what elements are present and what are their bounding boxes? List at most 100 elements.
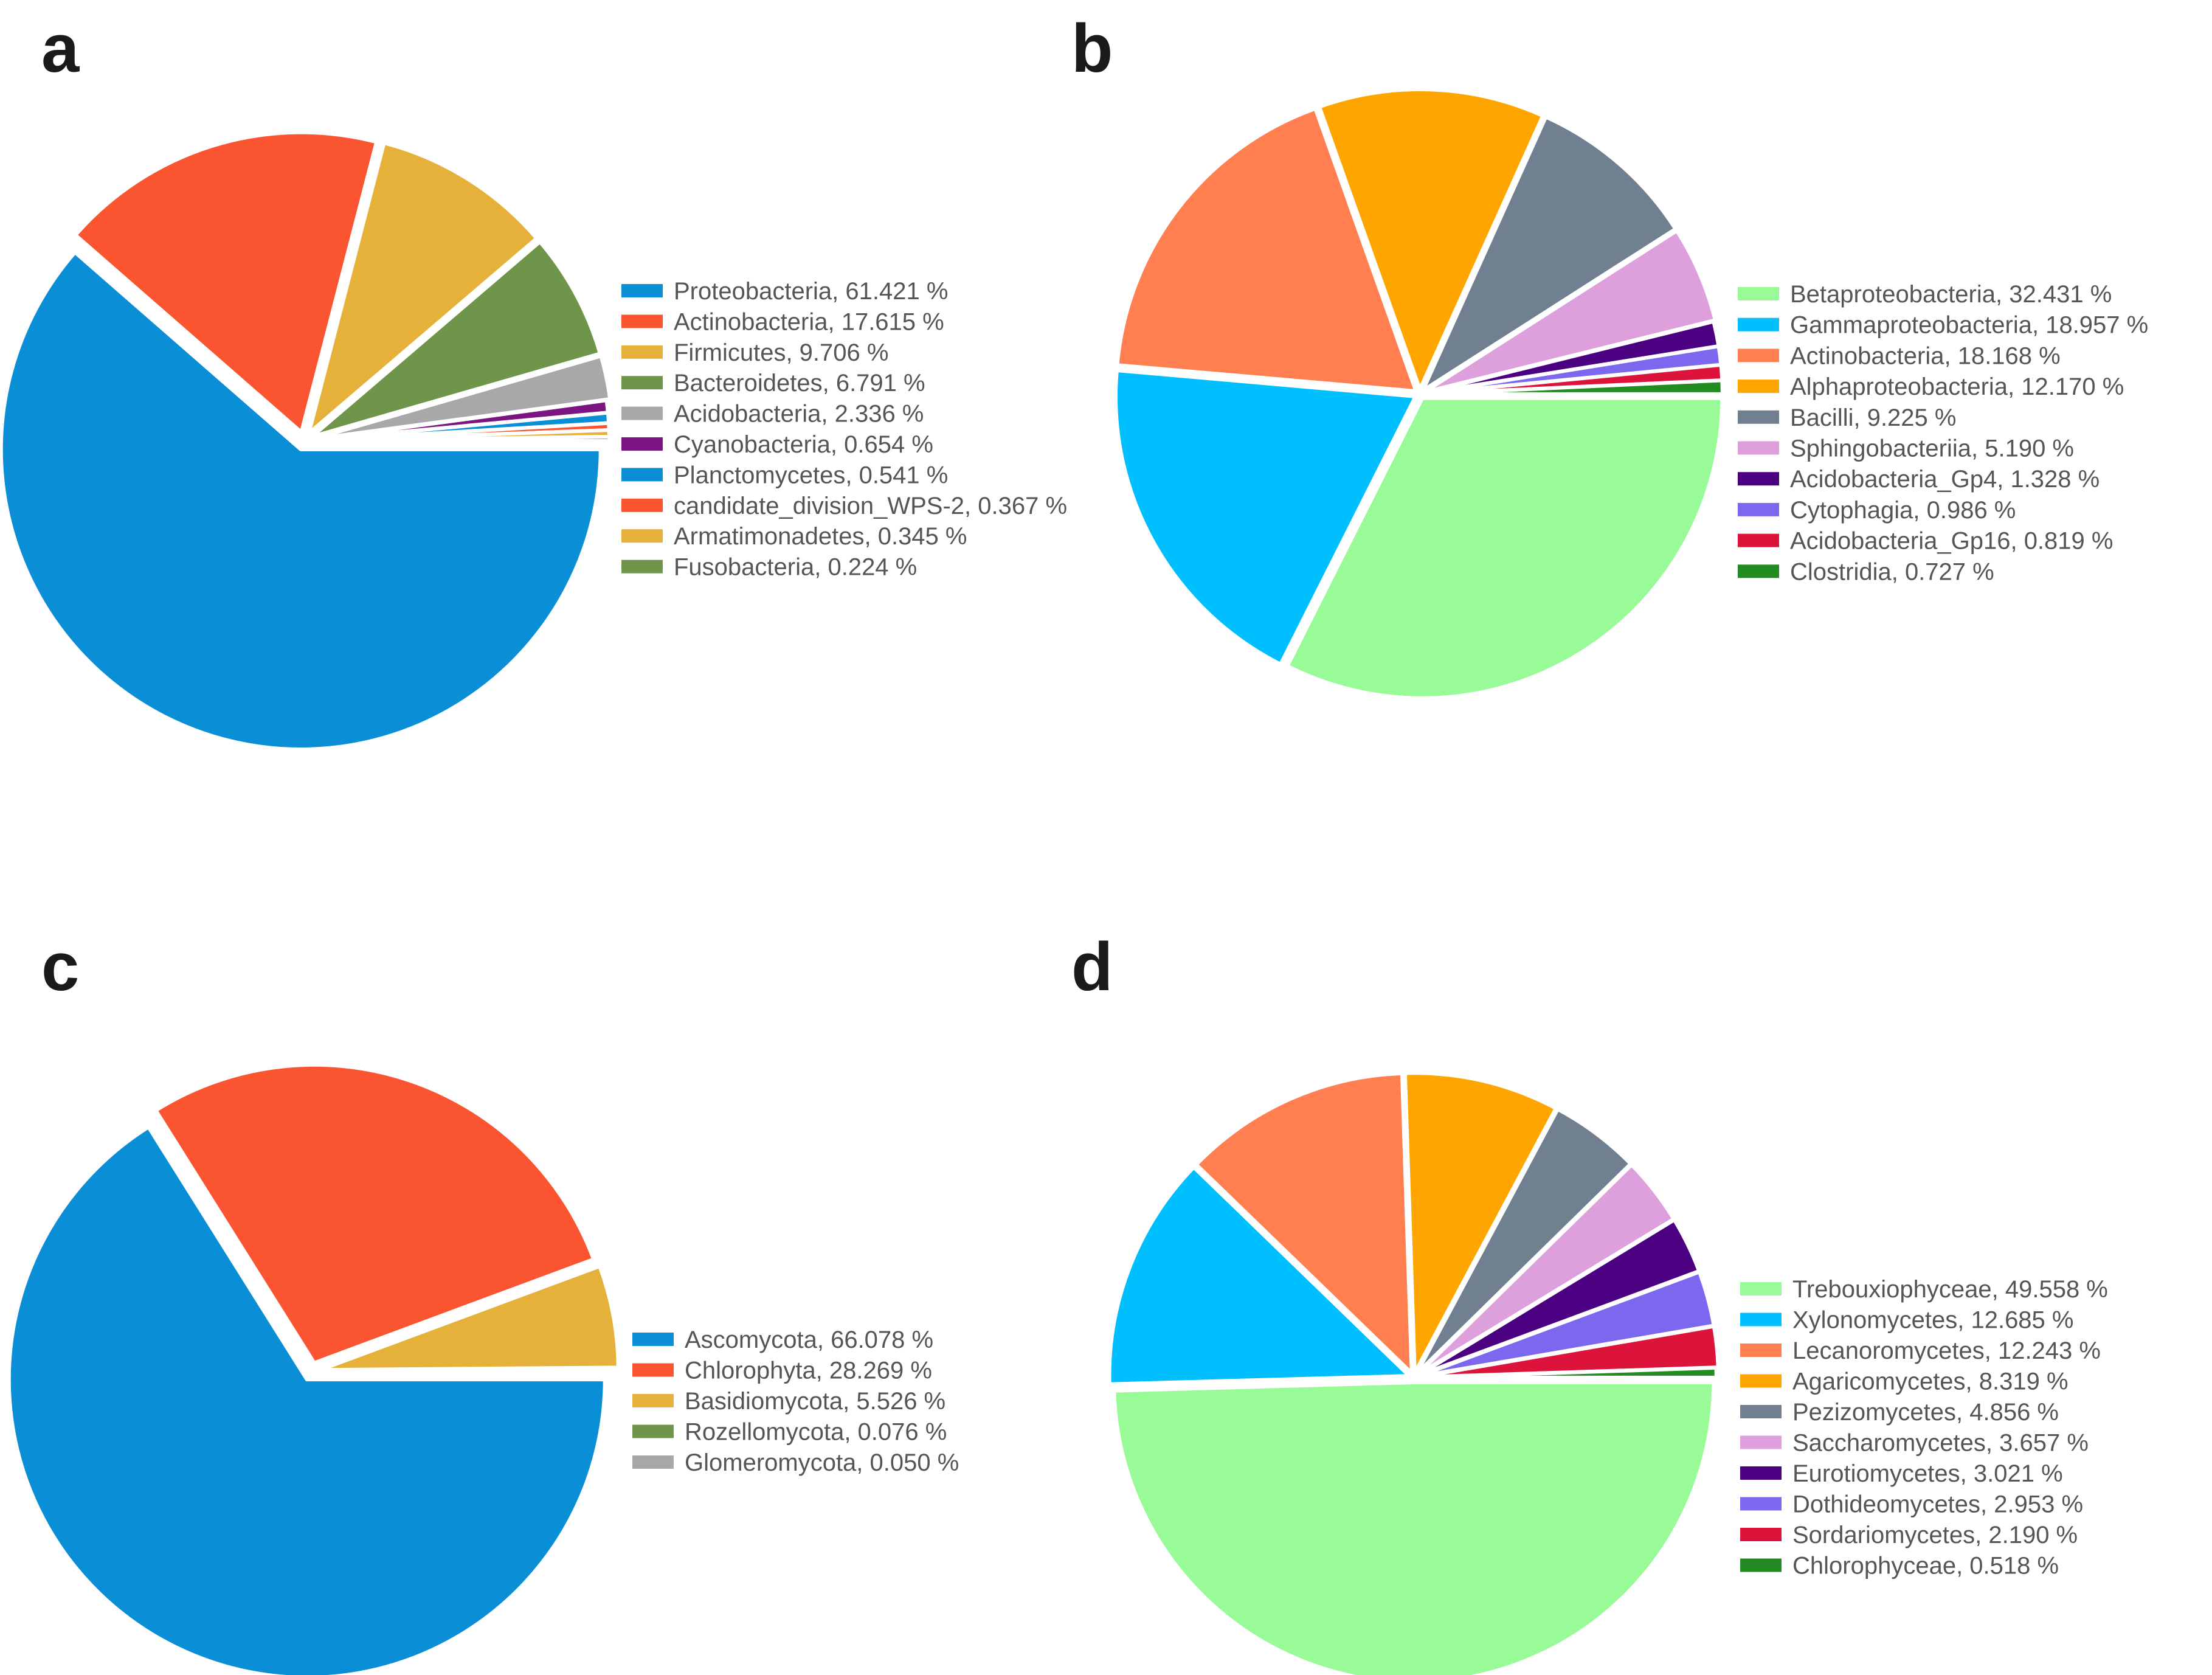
- legend-label-c-0: Ascomycota, 66.078 %: [685, 1326, 933, 1353]
- legend-label-d-0: Trebouxiophyceae, 49.558 %: [1792, 1276, 2108, 1303]
- pie-slice-a-9: [308, 434, 611, 443]
- legend-label-d-7: Dothideomycetes, 2.953 %: [1792, 1491, 2083, 1518]
- legend-swatch-d-6: [1740, 1466, 1782, 1480]
- pie-slice-d-9: [1414, 1365, 1718, 1379]
- pie-chart-b: b Betaproteobacteria, 32.431 % Gammaproteo…: [1071, 10, 2148, 700]
- legend-d: Trebouxiophyceae, 49.558 % Xylonomycetes,…: [1740, 1276, 2108, 1580]
- legend-swatch-a-9: [621, 560, 663, 574]
- legend-label-a-6: Planctomycetes, 0.541 %: [674, 462, 948, 488]
- pie-slice-a-0: [0, 250, 603, 752]
- legend-swatch-b-2: [1738, 349, 1779, 362]
- legend-swatch-b-3: [1738, 380, 1779, 394]
- legend-label-d-1: Xylonomycetes, 12.685 %: [1792, 1307, 2073, 1334]
- legend-label-b-9: Clostridia, 0.727 %: [1790, 558, 1994, 585]
- legend-label-a-7: candidate_division_WPS-2, 0.367 %: [674, 493, 1067, 519]
- legend-label-a-9: Fusobacteria, 0.224 %: [674, 554, 917, 581]
- panel-letter-a: a: [41, 10, 80, 86]
- legend-swatch-d-3: [1740, 1374, 1782, 1388]
- pie-slice-a-3: [310, 240, 602, 439]
- legend-swatch-d-0: [1740, 1282, 1782, 1295]
- pie-slice-d-0: [1112, 1381, 1716, 1675]
- legend-swatch-d-1: [1740, 1313, 1782, 1326]
- legend-swatch-d-9: [1740, 1558, 1782, 1572]
- legend-swatch-a-1: [621, 314, 663, 328]
- panel-letter-c: c: [41, 929, 79, 1005]
- pie-slice-d-8: [1416, 1324, 1720, 1379]
- legend-label-a-4: Acidobacteria, 2.336 %: [674, 401, 924, 428]
- legend-label-d-8: Sordariomycetes, 2.190 %: [1792, 1522, 2078, 1548]
- pie-slice-d-1: [1107, 1165, 1411, 1386]
- legend-swatch-a-6: [621, 468, 663, 482]
- legend-label-b-2: Actinobacteria, 18.168 %: [1790, 342, 2061, 369]
- legend-swatch-c-1: [632, 1363, 674, 1377]
- pie-slice-d-2: [1194, 1071, 1414, 1375]
- legend-label-a-5: Cyanobacteria, 0.654 %: [674, 431, 933, 458]
- legend-label-c-1: Chlorophyta, 28.269 %: [685, 1358, 932, 1384]
- pie-slice-c-1: [154, 1063, 596, 1365]
- legend-swatch-d-7: [1740, 1497, 1782, 1511]
- legend-label-d-6: Eurotiomycetes, 3.021 %: [1792, 1460, 2063, 1487]
- legend-swatch-b-8: [1738, 533, 1779, 547]
- legend-label-b-0: Betaproteobacteria, 32.431 %: [1790, 281, 2112, 308]
- pie-slice-a-1: [74, 130, 379, 434]
- legend-swatch-b-1: [1738, 317, 1779, 331]
- pie-chart-c: c Ascomycota, 66.078 % Chlorophyta, 28.269…: [7, 929, 959, 1675]
- legend-a: Proteobacteria, 61.421 % Actinobacteria, …: [621, 278, 1067, 581]
- legend-label-b-8: Acidobacteria_Gp16, 0.819 %: [1790, 528, 2113, 555]
- pie-slice-b-1: [1114, 368, 1418, 667]
- pie-slice-c-2: [318, 1264, 620, 1372]
- legend-swatch-c-2: [632, 1394, 674, 1407]
- legend-swatch-b-4: [1738, 410, 1779, 424]
- legend-label-c-2: Basidiomycota, 5.526 %: [685, 1388, 945, 1415]
- legend-swatch-d-8: [1740, 1528, 1782, 1541]
- pie-slice-b-0: [1285, 396, 1724, 700]
- pie-slice-b-3: [1317, 88, 1545, 392]
- pie-chart-a: a Proteobacteria, 61.421 % Actinobacteria,…: [0, 10, 1067, 752]
- legend-b: Betaproteobacteria, 32.431 % Gammaproteob…: [1738, 281, 2148, 585]
- pie-slice-a-2: [306, 141, 539, 435]
- legend-swatch-d-5: [1740, 1435, 1782, 1449]
- legend-swatch-a-5: [621, 437, 663, 451]
- legend-label-d-4: Pezizomycetes, 4.856 %: [1792, 1399, 2059, 1426]
- legend-swatch-b-9: [1738, 564, 1779, 578]
- legend-label-a-2: Firmicutes, 9.706 %: [674, 339, 888, 366]
- legend-swatch-d-2: [1740, 1344, 1782, 1357]
- legend-label-b-3: Alphaproteobacteria, 12.170 %: [1790, 373, 2124, 400]
- pie-slice-b-5: [1422, 229, 1717, 394]
- legend-swatch-a-3: [621, 376, 663, 390]
- pie-slice-d-3: [1403, 1071, 1558, 1375]
- legend-label-b-5: Sphingobacteriia, 5.190 %: [1790, 435, 2074, 462]
- legend-label-b-4: Bacilli, 9.225 %: [1790, 404, 1956, 431]
- legend-label-a-3: Bacteroidetes, 6.791 %: [674, 370, 925, 397]
- legend-swatch-a-7: [621, 498, 663, 512]
- legend-swatch-a-0: [621, 284, 663, 297]
- pie-slice-c-0: [7, 1125, 607, 1675]
- legend-label-b-1: Gammaproteobacteria, 18.957 %: [1790, 312, 2148, 339]
- pie-chart-d: d Trebouxiophyceae, 49.558 % Xylonomycetes…: [1071, 929, 2108, 1675]
- legend-swatch-a-8: [621, 529, 663, 543]
- legend-c: Ascomycota, 66.078 % Chlorophyta, 28.269 …: [632, 1326, 959, 1476]
- legend-swatch-c-0: [632, 1333, 674, 1346]
- pie-slice-b-2: [1115, 106, 1418, 394]
- pie-slice-b-4: [1421, 115, 1678, 392]
- legend-swatch-b-5: [1738, 441, 1779, 455]
- panel-letter-b: b: [1071, 10, 1113, 86]
- legend-swatch-c-3: [632, 1424, 674, 1438]
- pie-slice-d-4: [1414, 1107, 1633, 1376]
- pie-slice-c-4: [315, 1368, 617, 1373]
- legend-label-d-3: Agaricomycetes, 8.319 %: [1792, 1368, 2069, 1395]
- legend-label-a-8: Armatimonadetes, 0.345 %: [674, 523, 967, 550]
- legend-label-d-9: Chlorophyceae, 0.518 %: [1792, 1553, 2059, 1580]
- legend-swatch-d-4: [1740, 1405, 1782, 1418]
- legend-swatch-b-0: [1738, 287, 1779, 300]
- legend-label-d-2: Lecanoromycetes, 12.243 %: [1792, 1337, 2101, 1364]
- legend-swatch-b-7: [1738, 502, 1779, 516]
- panel-letter-d: d: [1071, 929, 1113, 1005]
- pie-slice-a-4: [311, 354, 612, 441]
- legend-label-c-4: Glomeromycota, 0.050 %: [685, 1449, 959, 1476]
- legend-label-a-0: Proteobacteria, 61.421 %: [674, 278, 948, 305]
- legend-label-a-1: Actinobacteria, 17.615 %: [674, 308, 944, 335]
- legend-swatch-b-6: [1738, 472, 1779, 486]
- legend-label-b-7: Cytophagia, 0.986 %: [1790, 497, 2016, 524]
